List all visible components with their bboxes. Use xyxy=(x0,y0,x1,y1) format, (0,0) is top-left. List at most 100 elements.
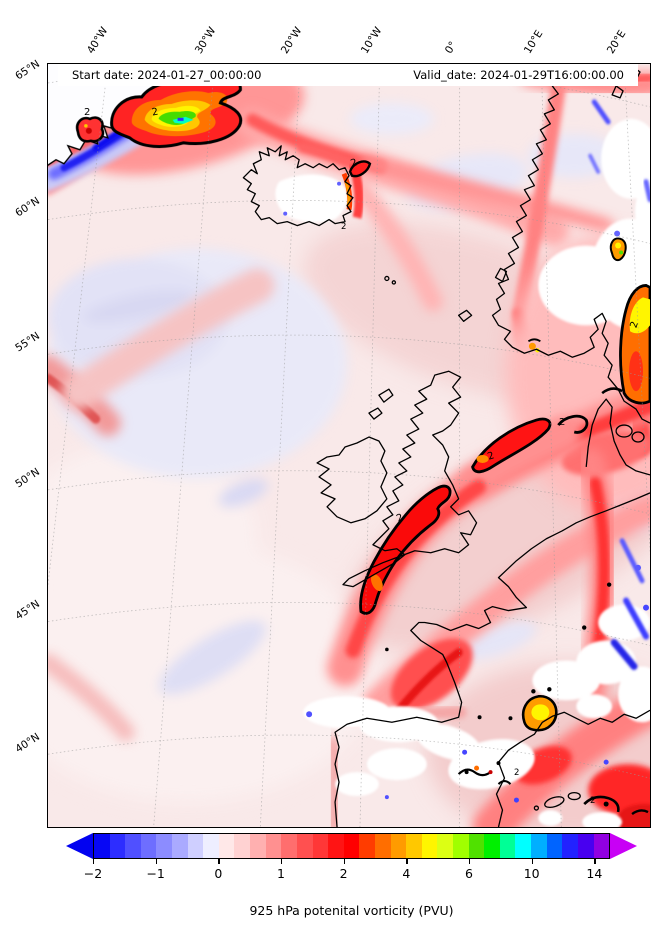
pv-norway-coast-spot xyxy=(527,237,627,353)
contour-label: 2 xyxy=(559,417,566,428)
colorbar-segment xyxy=(406,834,422,858)
contour-label: 2 xyxy=(590,796,596,806)
colorbar-tick-label: 10 xyxy=(523,866,540,881)
colorbar-segment xyxy=(343,834,360,858)
colorbar-tick-label: 0 xyxy=(214,866,223,881)
lat-tick-label: 65°N xyxy=(13,57,42,83)
colorbar-segment xyxy=(468,834,485,858)
coastline-ireland xyxy=(316,436,388,524)
colorbar-segment xyxy=(593,834,610,858)
colorbar: −2 −1 0 1 2 4 6 10 14 xyxy=(66,833,637,885)
colorbar-segment xyxy=(437,834,454,858)
colorbar-segment xyxy=(312,834,329,858)
graticule xyxy=(48,64,650,827)
pv-skagerrak-filament xyxy=(471,387,623,474)
pv-contour-dots xyxy=(385,582,612,807)
colorbar-tick xyxy=(218,859,220,864)
colorbar-segment xyxy=(218,834,235,858)
pv-uk-filament xyxy=(359,484,452,615)
lon-tick-label: 40°W xyxy=(84,25,111,56)
colorbar-segment xyxy=(374,834,391,858)
lat-tick-label: 60°N xyxy=(13,194,42,220)
pv-field-art xyxy=(48,64,650,827)
pv-baltic-feature xyxy=(619,284,650,405)
colorbar-tick xyxy=(93,859,95,864)
coastline-mediterranean xyxy=(495,709,650,827)
colorbar-segment xyxy=(203,834,219,858)
coastline-iceland xyxy=(242,145,354,227)
pv-band-fragment xyxy=(348,160,372,178)
pv-near-zero-patches xyxy=(275,118,650,827)
colorbar-tick xyxy=(281,859,283,864)
colorbar-segment xyxy=(453,834,469,858)
colorbar-tick-label: −1 xyxy=(146,866,165,881)
colorbar-segment xyxy=(546,834,563,858)
coastline-great-britain xyxy=(342,370,478,588)
contour-label: 2 xyxy=(84,107,91,118)
colorbar-tick-label: 14 xyxy=(586,866,603,881)
pv-vortex-feature xyxy=(110,75,243,148)
colorbar-segment xyxy=(562,834,578,858)
colorbar-segment xyxy=(421,834,438,858)
pv-small-blob-feature xyxy=(75,116,105,143)
lat-tick-label: 55°N xyxy=(13,329,42,355)
colorbar-ticks: −2 −1 0 1 2 4 6 10 14 xyxy=(84,859,610,885)
colorbar-segment xyxy=(250,834,266,858)
colorbar-segments xyxy=(93,833,610,859)
colorbar-under-arrow xyxy=(66,833,93,859)
lat-tick-label: 40°N xyxy=(13,730,42,756)
lon-tick-label: 30°W xyxy=(192,25,219,56)
colorbar-tick-label: 2 xyxy=(339,866,348,881)
coastline-denmark xyxy=(585,398,650,476)
colorbar-segment xyxy=(515,834,532,858)
lon-tick-label: 10°E xyxy=(521,28,546,56)
colorbar-segment xyxy=(109,834,126,858)
map-canvas: 2 2 2 2 2 2 2 2 2 2 Start date: 2024-01-… xyxy=(47,63,651,828)
colorbar-over-arrow xyxy=(610,833,637,859)
colorbar-segment xyxy=(187,834,204,858)
contour-label: 2 xyxy=(514,768,520,778)
pv-france-spain-spots xyxy=(457,695,649,816)
colorbar-segment xyxy=(125,834,141,858)
valid-date-label: Valid_date: 2024-01-29T16:00:00.00 xyxy=(413,68,624,82)
lon-tick-label: 0° xyxy=(442,39,460,56)
lat-tick-label: 50°N xyxy=(13,465,42,491)
colorbar-segment xyxy=(531,834,547,858)
lat-tick-label: 45°N xyxy=(13,597,42,623)
lon-tick-label: 20°W xyxy=(278,25,305,56)
colorbar-segment xyxy=(172,834,188,858)
lon-tick-label: 10°W xyxy=(358,25,385,56)
colorbar-segment xyxy=(94,834,110,858)
colorbar-segment xyxy=(234,834,251,858)
colorbar-tick-label: 6 xyxy=(465,866,473,881)
colorbar-segment xyxy=(265,834,282,858)
colorbar-tick xyxy=(469,859,471,864)
colorbar-tick xyxy=(406,859,408,864)
colorbar-segment xyxy=(296,834,313,858)
colorbar-segment xyxy=(156,834,173,858)
colorbar-segment xyxy=(140,834,157,858)
colorbar-segment xyxy=(484,834,500,858)
lon-tick-label: 20°E xyxy=(604,28,629,56)
colorbar-tick xyxy=(594,859,596,864)
date-header: Start date: 2024-01-27_00:00:00 Valid_da… xyxy=(58,64,638,86)
colorbar-caption: 925 hPa potenital vorticity (PVU) xyxy=(249,903,454,918)
coastline-norway-sweden xyxy=(491,64,650,424)
colorbar-segment xyxy=(281,834,297,858)
coastlines xyxy=(242,64,650,827)
colorbar-tick-label: −2 xyxy=(83,866,103,881)
colorbar-tick xyxy=(343,859,345,864)
colorbar-tick xyxy=(531,859,533,864)
start-date-label: Start date: 2024-01-27_00:00:00 xyxy=(72,68,262,82)
colorbar-segment xyxy=(390,834,407,858)
pv-blue-flecks xyxy=(283,181,650,803)
colorbar-segment xyxy=(577,834,594,858)
contour-label: 2 xyxy=(341,222,347,232)
coastline-continental-europe xyxy=(334,492,650,827)
colorbar-segment xyxy=(499,834,516,858)
colorbar-segment xyxy=(359,834,375,858)
colorbar-tick xyxy=(155,859,157,864)
colorbar-tick-label: 1 xyxy=(277,866,285,881)
colorbar-tick-label: 4 xyxy=(402,866,411,881)
